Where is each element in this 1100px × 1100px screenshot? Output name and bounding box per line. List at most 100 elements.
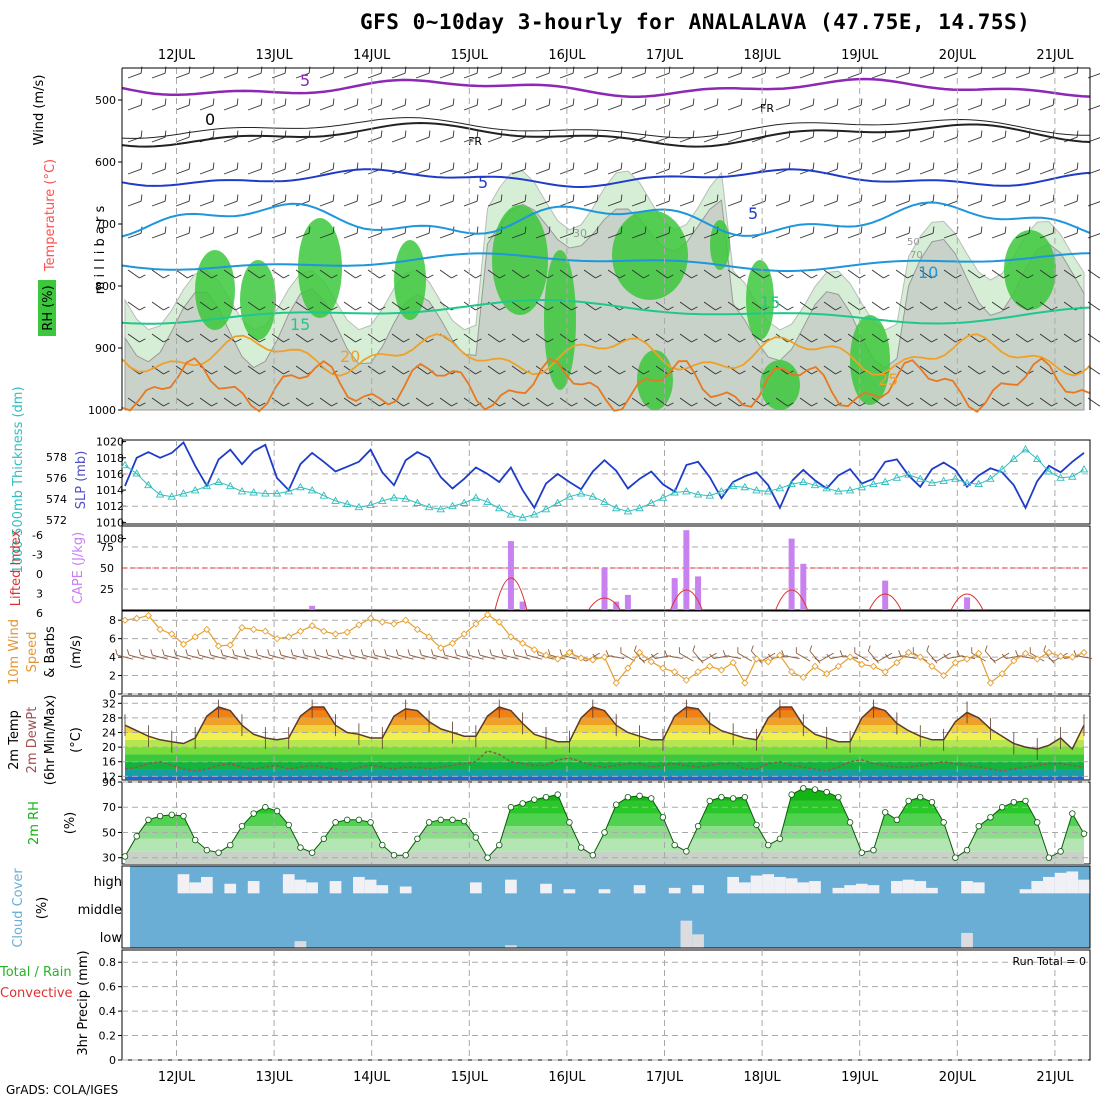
wind-barb: [319, 162, 335, 175]
precip-total-label: Total / Rain: [0, 965, 72, 980]
wind-barb: [607, 365, 626, 375]
wind-barb: [751, 365, 770, 375]
temp-band: [125, 725, 1084, 733]
cloud-high-bar: [855, 883, 868, 894]
wind10-point: [554, 655, 562, 663]
wind10-axis-label-2: Speed: [25, 632, 40, 673]
wind10-barb: [678, 647, 694, 662]
thickness-point: [202, 481, 212, 490]
wind-barb: [151, 226, 167, 239]
wind-barb: [799, 333, 818, 343]
thickness-point: [857, 482, 867, 491]
wind10-point: [1080, 648, 1088, 657]
rh2m-point: [285, 821, 292, 829]
rh2m-point: [507, 804, 515, 811]
wind-barb: [847, 162, 863, 175]
wind-barb: [751, 301, 770, 311]
wind-barb: [631, 194, 647, 207]
wind-barb: [847, 269, 866, 279]
wind10-point: [343, 628, 351, 636]
wind10-barb: [1073, 650, 1092, 659]
rh2m-point: [975, 822, 982, 830]
rh2m-point: [1057, 848, 1064, 855]
wind10-barb: [872, 652, 893, 662]
wind-barb: [751, 397, 770, 407]
wind10-barb: [524, 649, 543, 660]
wind10-barb: [431, 649, 449, 660]
wind10-barb: [984, 645, 996, 664]
thickness-point: [892, 473, 902, 481]
thickness-point: [576, 489, 586, 497]
rh2m-axis-label: 2m RH: [27, 801, 42, 845]
cloud-high-bar: [809, 881, 821, 894]
wind-barb: [871, 226, 887, 239]
rh2m-point: [238, 822, 246, 830]
rh2m-point: [168, 811, 175, 818]
wind-barb: [871, 397, 890, 407]
rh2m-point: [753, 821, 760, 829]
wind10-point: [448, 639, 457, 647]
wind-barb: [1015, 397, 1034, 407]
wind-barb: [127, 397, 146, 407]
wind-barb: [727, 162, 743, 175]
wind10-barb: [634, 645, 646, 664]
wind-barb: [391, 130, 407, 143]
wind-barb: [919, 98, 935, 111]
wind-barb: [511, 194, 527, 207]
rh2m-point: [870, 846, 877, 854]
cloud-high-bar: [832, 887, 845, 894]
series-thickness: [124, 448, 1085, 519]
rh2m-point: [823, 788, 830, 796]
pressure-axis-label: m i l l i b a r s: [93, 206, 108, 295]
wind10-barb: [489, 649, 508, 660]
wind-barb: [703, 162, 719, 175]
contour-label: 50: [907, 237, 920, 248]
wind-barb: [223, 226, 239, 239]
rh2m-point: [881, 809, 889, 816]
wind10-frame: [121, 610, 1091, 695]
wind-barb: [223, 397, 242, 407]
wind-barb: [799, 226, 815, 239]
wind-barb: [991, 194, 1007, 207]
wind10-barb: [407, 649, 426, 660]
wind10-barb: [639, 652, 659, 662]
wind-barb: [847, 98, 863, 111]
cloud-high-bar: [540, 883, 552, 894]
wind-barb: [391, 333, 410, 343]
lifted-index-line: [950, 593, 984, 611]
contour-label: FR: [760, 102, 774, 115]
wind10-barb: [314, 649, 332, 660]
wind-barb: [343, 98, 359, 111]
wind-barb: [679, 98, 695, 111]
rh-contour-70: [1004, 230, 1056, 310]
wind10-barb: [466, 649, 484, 660]
wind-barb: [127, 194, 143, 207]
wind-barb: [799, 194, 815, 207]
wind10-point: [706, 662, 714, 670]
wind-barb: [463, 130, 479, 143]
wind-barb: [511, 98, 527, 111]
wind-barb: [367, 130, 383, 143]
wind-barb: [199, 194, 215, 207]
wind-barb: [391, 194, 407, 207]
thickness-point: [436, 504, 446, 513]
rh2m-point: [180, 812, 187, 820]
rh2m-point: [215, 849, 222, 856]
wind-barb: [727, 333, 746, 343]
cape-tick-label: 25: [100, 583, 114, 596]
wind-barb: [895, 226, 911, 239]
thickness-point: [986, 474, 995, 482]
cloud-high-bar: [797, 882, 810, 894]
wind10-point: [507, 633, 515, 641]
thickness-point: [951, 474, 960, 482]
wind-barb: [847, 226, 863, 239]
thickness-point: [997, 465, 1007, 473]
wind-barb: [247, 365, 266, 375]
rh2m-point: [765, 841, 772, 849]
wind10-point: [589, 656, 597, 664]
wind10-barb: [173, 649, 192, 660]
wind-barb: [319, 397, 338, 407]
wind-barb: [775, 194, 791, 207]
thickness-point: [588, 492, 598, 500]
wind-barb: [199, 397, 218, 407]
